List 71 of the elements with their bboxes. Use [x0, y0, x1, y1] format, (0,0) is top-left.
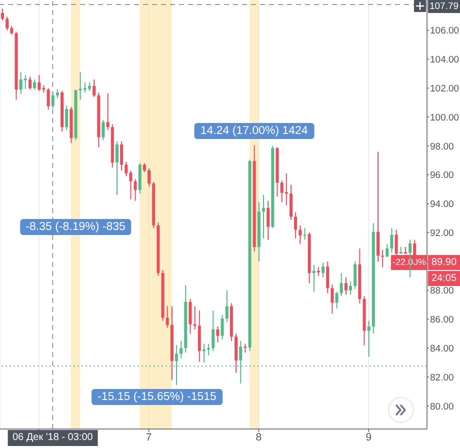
- candlestick: [326, 260, 330, 294]
- candlestick: [266, 200, 270, 240]
- ref-line-label: 06 Дек '18 - 03:00: [7, 430, 98, 446]
- candlestick: [262, 194, 266, 239]
- candlestick: [24, 74, 27, 90]
- candlestick: [28, 76, 32, 90]
- y-tick-label: 84.00: [430, 343, 454, 354]
- candlestick: [1, 8, 4, 21]
- candlestick: [120, 141, 124, 171]
- candlestick: [330, 284, 334, 314]
- y-tick-label: 102.00: [430, 83, 460, 94]
- candlestick: [303, 228, 306, 240]
- candlestick: [180, 340, 183, 359]
- candlestick: [207, 343, 210, 356]
- y-tick-label: 80.00: [430, 401, 454, 412]
- candlestick: [6, 16, 9, 31]
- candlestick: [115, 141, 118, 196]
- candlestick: [175, 344, 178, 386]
- x-tick-label: 9: [366, 431, 372, 444]
- x-tick-label: 7: [146, 431, 152, 444]
- candlestick: [239, 340, 242, 384]
- candlestick: [354, 260, 357, 290]
- y-tick-label: 106.00: [430, 26, 460, 37]
- text: 24:05: [428, 271, 460, 286]
- candlestick: [106, 92, 110, 130]
- y-tick-label: 82.00: [430, 372, 454, 384]
- candlestick: [294, 212, 298, 239]
- candlestick: [340, 272, 343, 297]
- candlestick: [102, 119, 105, 141]
- y-tick-label: 100.00: [430, 112, 460, 124]
- candlestick: [289, 184, 292, 220]
- candlestick: [202, 343, 206, 364]
- candlestick: [234, 333, 238, 374]
- candlestick: [367, 320, 370, 358]
- annotation: 14.24 (17.00%) 1424: [194, 123, 314, 140]
- candlestick: [220, 314, 224, 340]
- candlestick: [284, 172, 288, 206]
- y-tick-label: 104.00: [430, 54, 460, 66]
- annotation: -8.35 (-8.19%) -835: [20, 218, 132, 235]
- candlestick: [134, 178, 137, 202]
- candlestick: [312, 264, 316, 292]
- candlestick: [381, 249, 384, 268]
- candlestick: [335, 291, 338, 309]
- candlestick: [38, 74, 41, 92]
- candlestick: [216, 326, 220, 343]
- candlestick: [148, 168, 151, 187]
- y-tick-label: 98.00: [430, 141, 454, 152]
- candlestick: [322, 262, 325, 278]
- y-tick-label: 96.00: [430, 170, 454, 182]
- candlestick: [349, 281, 352, 296]
- candlestick: [188, 298, 192, 334]
- candlestick: [376, 151, 380, 262]
- y-tick-label: 86.00: [430, 314, 454, 326]
- candlestick: [386, 244, 389, 258]
- candlestick: [65, 104, 68, 130]
- candlestick: [298, 224, 302, 245]
- candlestick: [225, 290, 228, 323]
- candlestick: [46, 88, 50, 110]
- candlestick: [212, 310, 215, 352]
- y-tick-label: 88.00: [430, 286, 454, 297]
- y-tick-label: 94.00: [430, 199, 454, 210]
- candlestick: [390, 228, 394, 254]
- candlestick: [33, 78, 36, 90]
- ref-line-label: 107.79: [428, 0, 460, 13]
- y-tick-label: 92.00: [430, 228, 454, 239]
- candlestick: [92, 78, 96, 98]
- candlestick: [166, 306, 169, 328]
- annotation: -15.15 (-15.65%) -1515: [92, 389, 222, 405]
- x-tick-label: 8: [256, 431, 262, 444]
- candlestick: [344, 276, 348, 296]
- annotation: 89.90: [428, 255, 460, 270]
